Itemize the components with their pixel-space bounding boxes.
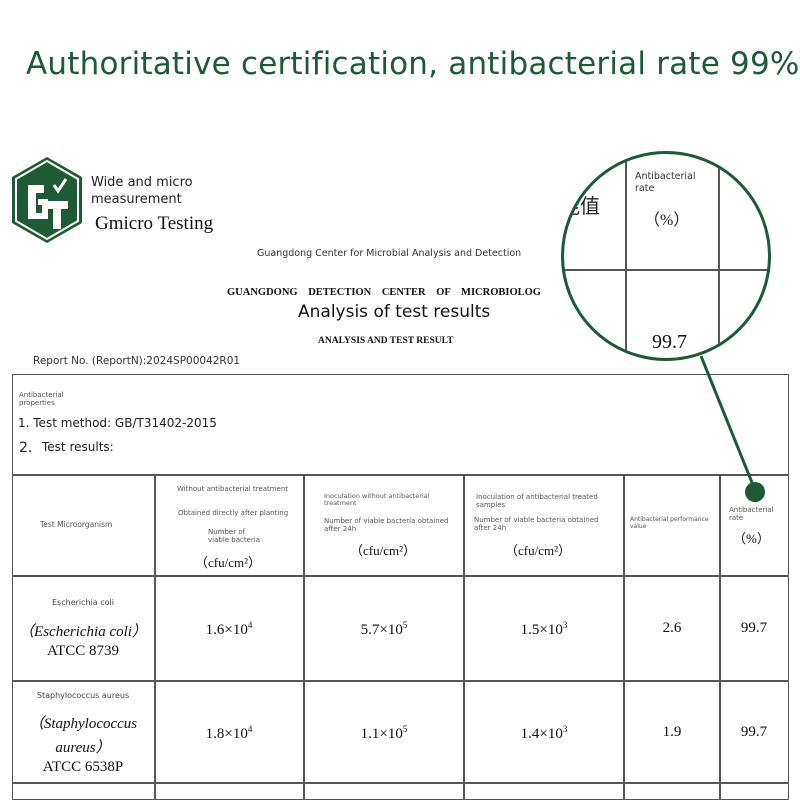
header-col5-pct: （%）	[733, 531, 770, 546]
performance-value: 2.6	[662, 620, 682, 636]
header-col1-a: Without antibacterial treatment	[177, 485, 289, 493]
magnifier-pct: （%）	[644, 212, 690, 229]
header-col2-unit: （cfu/cm²）	[350, 543, 416, 558]
count-untreated-0h: 1.6×104	[205, 620, 253, 638]
header-col3-unit: （cfu/cm²）	[505, 543, 571, 558]
organism-latin: aureus）	[55, 740, 111, 756]
header-col1-b: Obtained directly after planting	[178, 509, 289, 517]
report-title: Analysis of test results	[298, 302, 491, 322]
count-treated-24h: 1.4×103	[520, 724, 568, 742]
magnifier-value: 99.7	[652, 331, 687, 353]
organism-strain: ATCC 8739	[46, 643, 120, 659]
brand-tagline: Wide and micro	[91, 175, 193, 190]
magnifier-cn-fragment: 能值	[561, 196, 600, 218]
header-col1-c: Number of viable bacteria	[208, 528, 261, 544]
header-col4: Antibacterial performance value	[630, 516, 709, 530]
organism-name: Staphylococcus aureus	[36, 691, 130, 700]
header-organism: Test Microorganism	[40, 520, 113, 529]
organism-name: Escherichia coli	[52, 598, 114, 607]
organism-latin: （Escherichia coli）	[19, 624, 147, 640]
magnifier-label: Antibacterial rate	[635, 171, 696, 194]
header-col5: Antibacterial rate	[729, 506, 774, 522]
count-untreated-24h: 5.7×105	[360, 620, 408, 638]
count-untreated-24h: 1.1×105	[360, 724, 408, 742]
performance-value: 1.9	[662, 724, 682, 740]
antibacterial-rate: 99.7	[740, 620, 768, 636]
magnifier-callout: 能值 Antibacterial rate （%） 99.7	[561, 151, 771, 361]
header-col2-a: Inoculation without antibacterial treatm…	[324, 492, 430, 508]
header-col2-b: Number of viable bacteria obtained after…	[324, 517, 449, 533]
organism-strain: ATCC 6538P	[42, 759, 124, 775]
organism-latin: （Staphylococcus	[28, 716, 138, 732]
headline: Authoritative certification, antibacteri…	[26, 46, 800, 82]
center-name-en: GUANGDONG DETECTION CENTER OF MICROBIOLO…	[227, 287, 541, 298]
header-col3-a: Inoculation of antibacterial treated sam…	[476, 493, 598, 509]
results-number: 2.	[19, 440, 33, 456]
count-untreated-0h: 1.8×104	[205, 724, 253, 742]
count-treated-24h: 1.5×103	[520, 620, 568, 638]
header-col3-b: Number of viable bacteria obtained after…	[474, 516, 599, 532]
report-subtitle: ANALYSIS AND TEST RESULT	[318, 336, 454, 346]
brand-name: Gmicro Testing	[95, 213, 214, 234]
antibacterial-rate: 99.7	[740, 724, 768, 740]
report-number: Report No. (ReportN):2024SP00042R01	[33, 355, 241, 367]
test-method: 1. Test method: GB/T31402-2015	[18, 416, 217, 430]
center-name: Guangdong Center for Microbial Analysis …	[257, 248, 522, 259]
section-label: Antibacterial properties	[19, 391, 64, 407]
results-label: Test results:	[42, 440, 114, 454]
gt-logo-icon	[12, 157, 82, 243]
brand-tagline: measurement	[91, 192, 182, 207]
header-col1-unit: （cfu/cm²）	[195, 555, 261, 570]
